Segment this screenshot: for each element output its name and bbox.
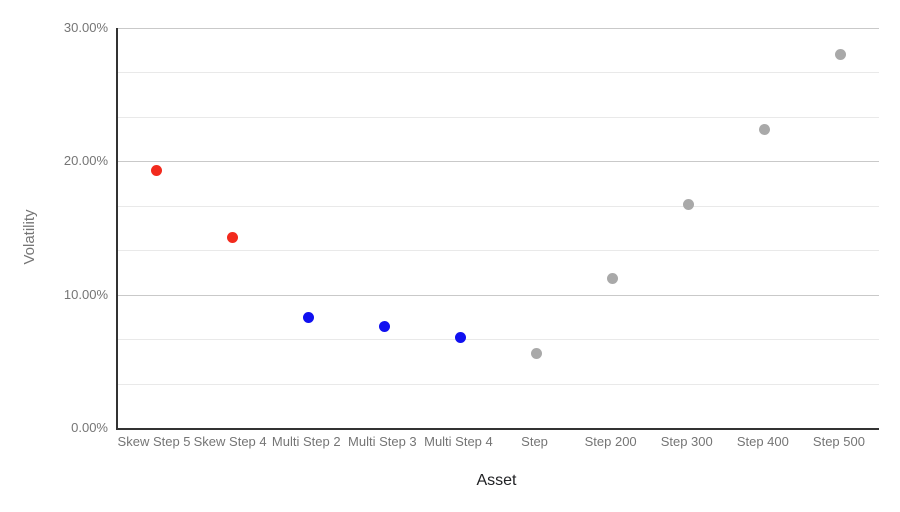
data-point[interactable]	[683, 198, 695, 210]
y-tick-label: 30.00%	[63, 20, 108, 35]
y-tick-label: 20.00%	[63, 153, 108, 169]
y-tick-label: 0.00%	[71, 420, 108, 435]
major-gridline	[118, 161, 879, 163]
data-point[interactable]	[378, 321, 390, 333]
x-tick-label: Step 300	[660, 434, 713, 449]
data-point[interactable]	[759, 123, 771, 135]
minor-gridline	[118, 116, 879, 118]
major-gridline	[118, 294, 879, 296]
data-point[interactable]	[607, 273, 619, 285]
data-point[interactable]	[454, 331, 466, 343]
data-point[interactable]	[531, 347, 542, 359]
x-axis-title: Asset	[476, 472, 517, 489]
data-point[interactable]	[150, 165, 162, 177]
minor-gridline	[118, 383, 879, 385]
x-tick-label: Multi Step 2	[271, 434, 341, 449]
x-tick-label: Step 200	[584, 434, 637, 449]
minor-gridline	[118, 250, 879, 252]
minor-gridline	[118, 205, 879, 207]
y-axis-title: Volatility	[21, 209, 38, 265]
major-gridline	[118, 28, 879, 29]
x-tick-label: Step 500	[812, 434, 865, 449]
x-tick-label: Skew Step 5	[117, 434, 191, 449]
x-tick-label: Multi Step 3	[348, 434, 417, 449]
x-tick-label: Step 400	[736, 434, 789, 449]
plot-area	[116, 28, 879, 430]
x-tick-label: Multi Step 4	[424, 434, 493, 449]
x-tick-label: Skew Step 4	[193, 434, 267, 449]
minor-gridline	[118, 339, 879, 341]
data-point[interactable]	[226, 231, 238, 243]
y-tick-label: 10.00%	[63, 286, 108, 302]
data-point[interactable]	[835, 49, 847, 61]
x-tick-label: Step	[521, 434, 548, 449]
minor-gridline	[118, 72, 879, 74]
data-point[interactable]	[302, 311, 314, 323]
